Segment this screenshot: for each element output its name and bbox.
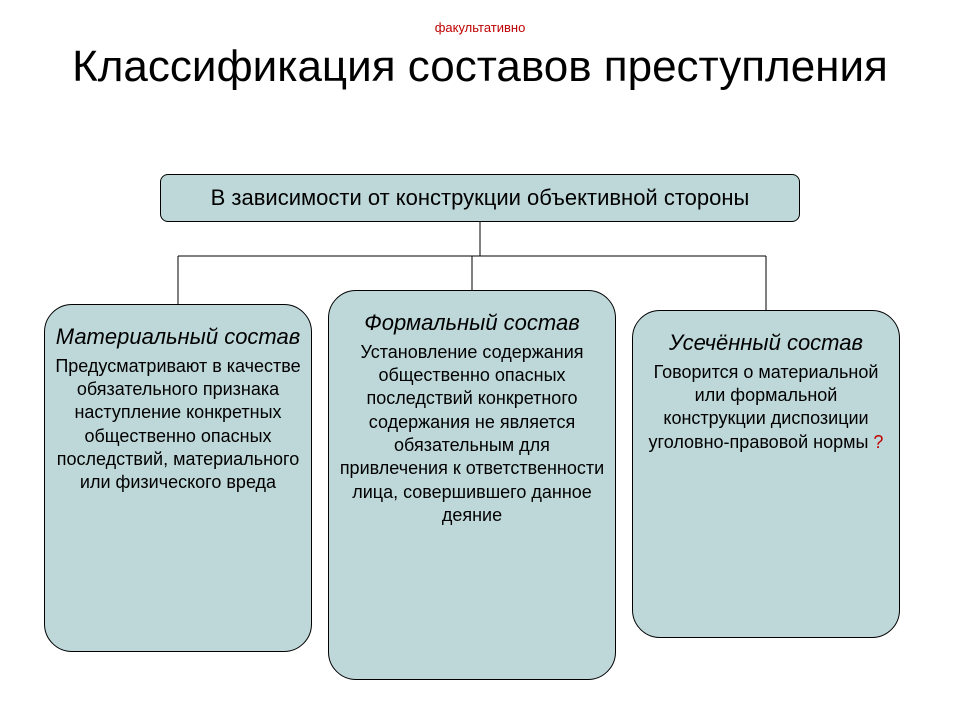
leaf-desc-0: Предусматривают в качестве обязательного… xyxy=(55,355,301,495)
page-title: Классификация составов преступления xyxy=(0,42,960,93)
leaf-node-2: Усечённый состав Говорится о материально… xyxy=(632,310,900,638)
leaf-title-1: Формальный состав xyxy=(339,309,605,337)
root-node: В зависимости от конструкции объективной… xyxy=(160,174,800,222)
leaf-title-0: Материальный состав xyxy=(55,323,301,351)
leaf-node-1: Формальный состав Установление содержани… xyxy=(328,290,616,680)
leaf-node-0: Материальный состав Предусматривают в ка… xyxy=(44,304,312,652)
leaf-desc-2-text: Говорится о материальной или формальной … xyxy=(649,362,879,452)
root-node-text: В зависимости от конструкции объективной… xyxy=(211,185,750,211)
leaf-title-2: Усечённый состав xyxy=(643,329,889,357)
leaf-desc-1: Установление содержания общественно опас… xyxy=(339,341,605,528)
leaf-desc-2: Говорится о материальной или формальной … xyxy=(643,361,889,455)
qmark-icon: ? xyxy=(873,432,883,452)
tag-label: факультативно xyxy=(435,20,526,35)
